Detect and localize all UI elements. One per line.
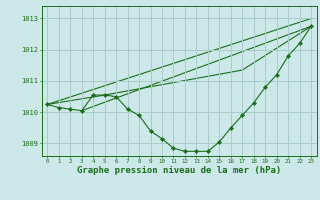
X-axis label: Graphe pression niveau de la mer (hPa): Graphe pression niveau de la mer (hPa) (77, 166, 281, 175)
